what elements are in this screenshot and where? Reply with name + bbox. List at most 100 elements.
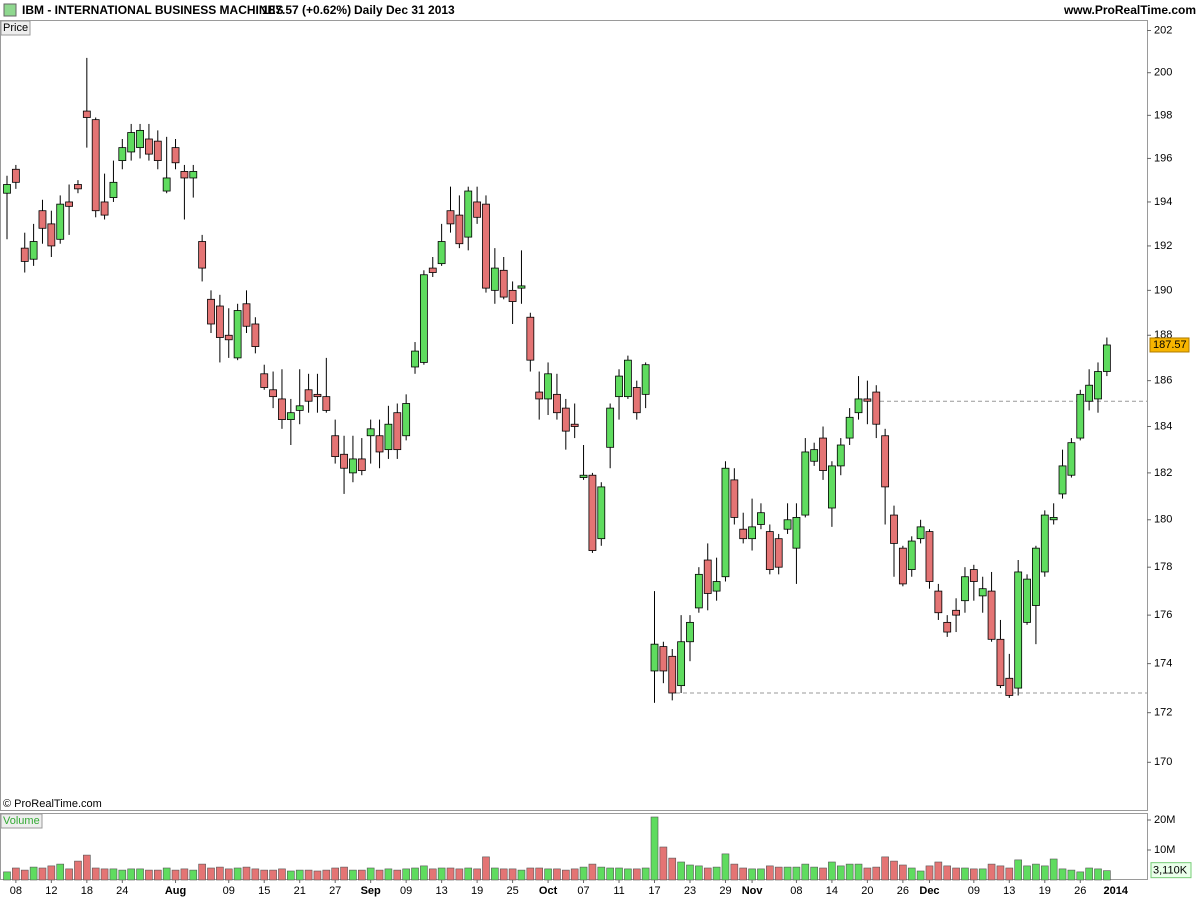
- x-tick-label: 09: [968, 885, 980, 897]
- volume-bar: [961, 867, 969, 881]
- volume-bar: [686, 864, 694, 881]
- candle-body: [1085, 384, 1094, 402]
- candle-body: [82, 110, 91, 118]
- volume-label-box: [0, 813, 43, 829]
- x-tick-label: 26: [1074, 885, 1086, 897]
- candle-body: [29, 241, 38, 260]
- x-tick-label: 13: [1003, 885, 1015, 897]
- volume-bar: [615, 867, 623, 881]
- y-tick-label: 184: [1154, 420, 1172, 432]
- candle-body: [1058, 465, 1067, 495]
- volume-bar: [455, 868, 464, 881]
- candle-body: [898, 547, 907, 585]
- volume-bar: [384, 868, 393, 881]
- candle-body: [464, 190, 473, 238]
- candle-body: [748, 526, 756, 540]
- candle-body: [38, 210, 47, 229]
- volume-bar: [881, 856, 889, 881]
- last-price-box: [1149, 337, 1190, 353]
- volume-bar: [836, 865, 845, 881]
- candle-body: [774, 538, 783, 568]
- candle-body: [242, 303, 251, 327]
- volume-bar: [1085, 867, 1093, 881]
- y-tick-label: 178: [1154, 561, 1172, 573]
- candle-body: [801, 451, 810, 516]
- volume-bar: [136, 868, 144, 881]
- candle-body: [907, 540, 916, 570]
- volume-bar: [65, 868, 73, 881]
- candle-body: [668, 655, 677, 694]
- volume-bar: [242, 866, 251, 881]
- candle-body: [570, 423, 579, 427]
- volume-bar: [482, 856, 490, 881]
- candle-body: [322, 396, 331, 411]
- candle-body: [526, 316, 535, 361]
- candle-body: [375, 435, 384, 453]
- candle-body: [171, 147, 180, 164]
- candle-body: [304, 389, 313, 402]
- candle-body: [943, 621, 952, 633]
- candle-body: [597, 486, 606, 540]
- volume-bar: [446, 867, 455, 881]
- x-tick-label: 20: [861, 885, 873, 897]
- volume-bar: [1049, 858, 1058, 881]
- volume-bar: [570, 868, 579, 881]
- volume-bar: [304, 869, 313, 881]
- price-label-box: [0, 20, 31, 36]
- volume-label-box: [1150, 862, 1192, 879]
- quote: 187.57 (+0.62%): [262, 3, 351, 17]
- volume-bar: [437, 867, 446, 881]
- candle-body: [819, 437, 827, 471]
- y-tick-label: 180: [1154, 514, 1172, 526]
- volume-bar: [606, 867, 614, 881]
- candle-body: [615, 375, 623, 398]
- candle-body: [632, 387, 641, 414]
- candle-body: [162, 177, 171, 192]
- volume-bar: [508, 868, 517, 881]
- x-tick-label: 07: [577, 885, 589, 897]
- volume-bar: [641, 867, 650, 881]
- x-tick-label: 09: [400, 885, 412, 897]
- candle-body: [20, 247, 29, 262]
- volume-bar: [872, 866, 881, 881]
- volume-bar: [83, 854, 91, 881]
- volume-bar: [970, 868, 978, 881]
- volume-bar: [1014, 859, 1022, 881]
- volume-bar: [677, 861, 685, 881]
- volume-bar: [1040, 865, 1049, 881]
- volume-bar: [349, 869, 357, 881]
- volume-bar: [428, 868, 437, 881]
- candle-body: [1032, 547, 1040, 606]
- x-tick-label: 08: [790, 885, 802, 897]
- candle-body: [446, 210, 455, 225]
- y-tick-label: 182: [1154, 467, 1172, 479]
- volume-bar: [739, 867, 748, 881]
- candle-body: [624, 359, 632, 398]
- volume-bar: [1005, 867, 1014, 881]
- x-tick-label: 24: [116, 885, 128, 897]
- volume-bar: [810, 866, 818, 881]
- candle-body: [925, 531, 934, 582]
- volume-bar: [668, 857, 677, 881]
- candle-body: [730, 479, 739, 518]
- x-tick-label: 14: [826, 885, 838, 897]
- x-tick-label: 15: [258, 885, 270, 897]
- volume-bar: [1023, 865, 1031, 881]
- x-tick-label: 21: [294, 885, 306, 897]
- x-tick-label: 26: [897, 885, 909, 897]
- x-tick-label: 29: [719, 885, 731, 897]
- candle-body: [56, 203, 65, 240]
- candle-body: [961, 576, 969, 602]
- x-tick-label: 25: [506, 885, 518, 897]
- candle-body: [544, 373, 552, 400]
- chart-icon[interactable]: [3, 3, 17, 17]
- candle-body: [91, 119, 100, 212]
- last-price-label: 187.57: [1153, 339, 1187, 351]
- candle-body: [881, 435, 890, 488]
- volume-bar: [402, 868, 410, 881]
- candle-body: [1023, 578, 1031, 623]
- volume-bar: [774, 866, 783, 881]
- volume-bar: [721, 853, 730, 881]
- candle-body: [349, 458, 357, 474]
- y-tick-label: 202: [1154, 24, 1172, 36]
